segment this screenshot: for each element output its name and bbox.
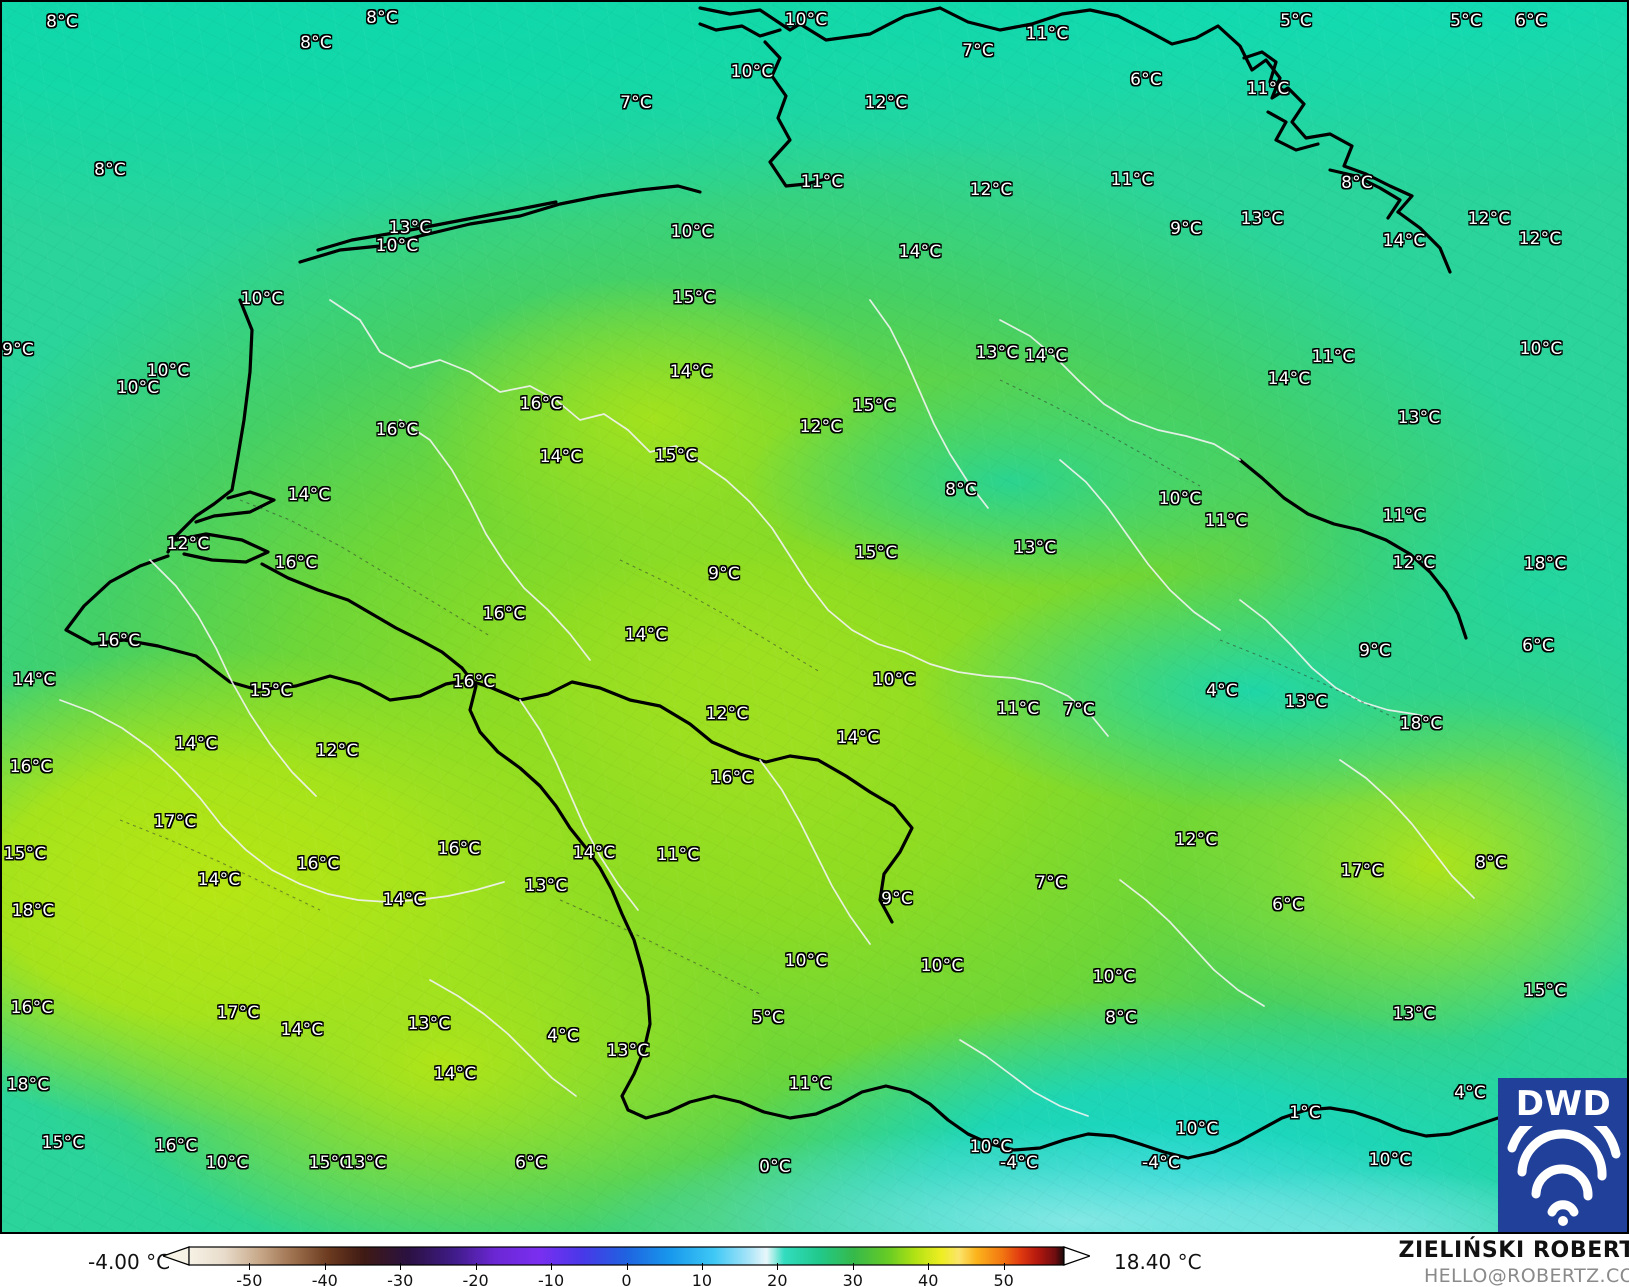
colorbar-tick-mark: [324, 1263, 326, 1270]
colorbar-tick-mark: [701, 1263, 703, 1270]
colorbar-tick-mark: [551, 1263, 553, 1270]
colorbar-tick-mark: [475, 1263, 477, 1270]
colorbar-tick-label: -50: [236, 1271, 263, 1287]
colorbar-tick-label: 20: [767, 1271, 788, 1287]
attribution: ZIELIŃSKI ROBERT HELLO@ROBERTZ.CO: [1305, 1238, 1629, 1287]
colorbar-tick-mark: [852, 1263, 854, 1270]
colorbar-under-arrow: [163, 1246, 190, 1266]
regional-border-lines: [59, 299, 1475, 1117]
isotherm-texture: [0, 0, 1629, 1234]
colorbar-tick-label: -30: [387, 1271, 414, 1287]
colorbar-tick-mark: [1003, 1263, 1005, 1270]
temperature-map[interactable]: 8°C 8°C 8°C 10°C 11°C 5°C 5°C 6°C 7°C 10°C 6°C 11°C…: [0, 0, 1629, 1234]
attribution-name: ZIELIŃSKI ROBERT: [1398, 1238, 1629, 1263]
colorbar-tick-mark: [626, 1263, 628, 1270]
country-borders-overlay: [59, 6, 1624, 1160]
dwd-spiral-icon: [1507, 1126, 1621, 1226]
colorbar-tick-label: -20: [462, 1271, 489, 1287]
colorbar-tick-label: 10: [691, 1271, 713, 1287]
colorbar-min-label: -4.00 °C: [88, 1250, 171, 1274]
dwd-logo: DWD: [1498, 1078, 1629, 1234]
colorbar-gradient: [163, 1246, 1090, 1266]
national-border-lines: [64, 6, 1624, 1160]
temperature-field-alpine: [0, 0, 1629, 1234]
colorbar[interactable]: -50 -40 -30 -20 -10 0 10 20 30 40 50: [163, 1245, 1090, 1287]
colorbar-tick-mark: [777, 1263, 779, 1270]
colorbar-tick-label: 0: [621, 1271, 632, 1287]
colorbar-tick-label: 30: [842, 1271, 863, 1287]
dwd-logo-text: DWD: [1515, 1084, 1612, 1124]
colorbar-tick-label: -40: [311, 1271, 338, 1287]
colorbar-tick-mark: [400, 1263, 402, 1270]
colorbar-tick-label: 40: [918, 1271, 939, 1287]
colorbar-tick-label: 50: [993, 1271, 1014, 1287]
attribution-email: HELLO@ROBERTZ.CO: [1423, 1265, 1629, 1287]
colorbar-tick-mark: [928, 1263, 930, 1270]
colorbar-max-label: 18.40 °C: [1114, 1250, 1202, 1274]
colorbar-over-arrow: [1063, 1246, 1090, 1266]
colorbar-tick-mark: [249, 1263, 251, 1270]
subregional-dotted-lines: [119, 379, 1421, 995]
colorbar-tick-label: -10: [537, 1271, 565, 1287]
